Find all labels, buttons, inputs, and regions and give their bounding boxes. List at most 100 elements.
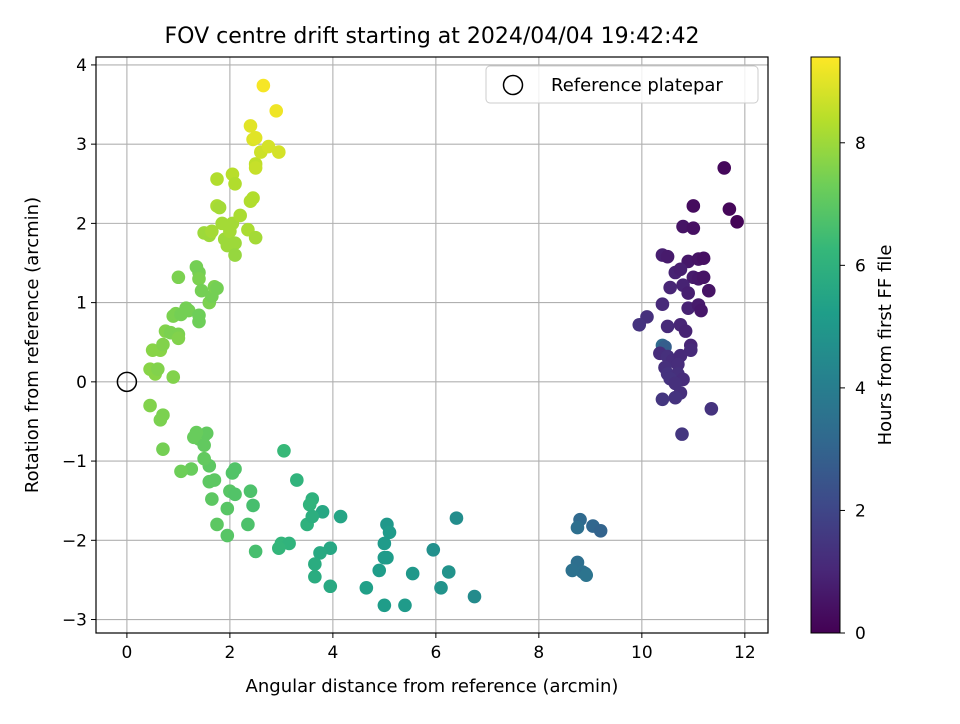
- data-point: [676, 219, 690, 234]
- data-point: [467, 589, 482, 604]
- data-point: [678, 324, 693, 338]
- colorbar-tick-label: 0: [855, 624, 866, 644]
- data-point: [579, 568, 594, 582]
- data-point: [228, 236, 242, 250]
- data-point: [261, 139, 276, 154]
- reference-layer: [116, 371, 138, 393]
- data-point: [663, 280, 677, 295]
- y-tick-label: −2: [62, 531, 87, 551]
- data-point: [655, 297, 670, 311]
- data-point: [323, 541, 338, 556]
- data-point: [269, 104, 284, 118]
- colorbar-tick-label: 2: [855, 501, 866, 521]
- data-point: [730, 214, 744, 229]
- data-point: [156, 442, 170, 456]
- data-point: [181, 303, 196, 318]
- data-point: [228, 248, 242, 262]
- legend-marker-reference: [502, 74, 524, 96]
- data-point: [220, 501, 235, 516]
- data-point: [243, 484, 258, 498]
- data-point: [210, 281, 224, 296]
- x-tick-label: 2: [224, 643, 235, 663]
- scatter-points: [143, 78, 744, 613]
- colorbar-tick-label: 6: [855, 256, 866, 276]
- data-point: [323, 579, 338, 594]
- data-point: [290, 473, 304, 487]
- y-tick-label: 4: [76, 56, 87, 76]
- data-point: [243, 194, 258, 208]
- data-point: [673, 262, 688, 277]
- colorbar: 0 2 4 6 8 Hours from first FF file: [810, 56, 896, 644]
- data-point: [187, 430, 201, 445]
- data-point: [426, 543, 441, 557]
- data-point: [655, 392, 670, 407]
- data-point: [225, 466, 240, 480]
- data-point: [153, 413, 168, 427]
- data-point: [696, 251, 711, 266]
- data-point: [686, 221, 701, 235]
- data-point: [308, 569, 322, 584]
- data-point: [174, 464, 188, 479]
- data-point: [668, 390, 683, 405]
- data-point: [256, 78, 271, 93]
- chart-title: FOV centre drift starting at 2024/04/04 …: [165, 24, 700, 49]
- data-point: [449, 511, 464, 525]
- data-point: [593, 523, 608, 538]
- data-point: [272, 541, 286, 556]
- data-point: [150, 362, 165, 376]
- data-point: [272, 145, 286, 159]
- data-point: [143, 398, 157, 413]
- data-point: [205, 224, 219, 239]
- data-point: [305, 509, 320, 524]
- data-point: [248, 161, 263, 175]
- data-point: [243, 119, 258, 133]
- data-point: [333, 509, 348, 524]
- data-point: [377, 536, 392, 551]
- data-point: [212, 200, 227, 215]
- data-point: [308, 557, 322, 571]
- data-point: [377, 598, 392, 613]
- data-point: [248, 230, 263, 245]
- data-point: [315, 504, 330, 519]
- colorbar-ticks: 0 2 4 6 8: [840, 134, 866, 644]
- data-point: [694, 303, 708, 318]
- y-tick-label: −1: [62, 452, 87, 472]
- x-axis-label: Angular distance from reference (arcmin): [246, 676, 619, 697]
- data-point: [372, 563, 387, 578]
- data-point: [277, 443, 291, 458]
- data-point: [686, 199, 701, 213]
- data-point: [434, 581, 448, 595]
- legend-box: [485, 65, 759, 104]
- data-point: [405, 566, 420, 581]
- legend: Reference platepar: [485, 65, 759, 104]
- data-point: [313, 546, 327, 560]
- data-point: [248, 131, 263, 145]
- data-point: [210, 172, 224, 186]
- data-point: [197, 438, 211, 453]
- data-point: [184, 462, 199, 476]
- data-point: [171, 331, 186, 346]
- x-tick-label: 8: [533, 643, 544, 663]
- data-point: [166, 370, 181, 384]
- x-tick-label: 0: [121, 643, 132, 663]
- y-tick-label: −3: [62, 611, 87, 631]
- data-point: [632, 317, 647, 332]
- data-point: [660, 319, 675, 334]
- data-point: [398, 598, 412, 613]
- data-point: [156, 337, 170, 352]
- x-tick-label: 6: [430, 643, 441, 663]
- plot-frame: [95, 56, 769, 634]
- y-tick-label: 3: [76, 135, 87, 155]
- legend-label-reference: Reference platepar: [551, 75, 723, 96]
- data-point: [681, 301, 695, 315]
- data-point: [722, 202, 737, 216]
- data-point: [192, 314, 206, 329]
- colorbar-gradient: [810, 56, 841, 634]
- data-point: [197, 451, 211, 466]
- data-point: [377, 550, 392, 565]
- data-point: [570, 520, 585, 535]
- data-point: [241, 517, 255, 532]
